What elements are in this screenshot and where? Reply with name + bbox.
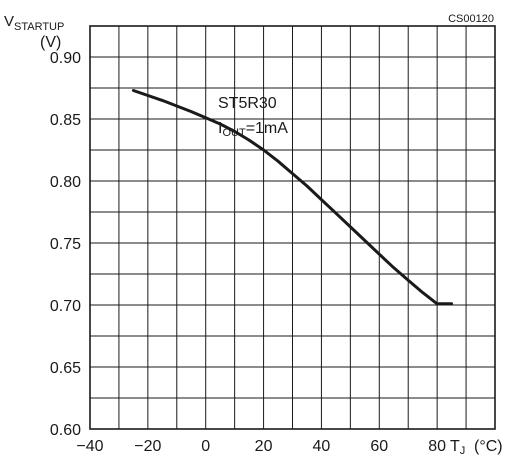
x-tick-label: −40 bbox=[76, 438, 103, 455]
y-tick-label: 0.60 bbox=[50, 422, 81, 439]
y-tick-label: 0.70 bbox=[50, 298, 81, 315]
x-tick-label: −20 bbox=[134, 438, 161, 455]
plot-frame bbox=[89, 25, 496, 430]
series-line bbox=[131, 89, 454, 306]
y-tick-label: 0.90 bbox=[50, 50, 81, 67]
grid bbox=[89, 25, 496, 430]
x-tick-label: 20 bbox=[255, 438, 273, 455]
x-tick-label: 40 bbox=[313, 438, 331, 455]
tick-labels: −40 −20 0 20 40 60 80 0.60 0.65 0.70 0.75 0.80 0.85 0… bbox=[50, 50, 446, 455]
x-tick-label: 0 bbox=[201, 438, 210, 455]
y-tick-label: 0.85 bbox=[50, 112, 81, 129]
chart-code: CS00120 bbox=[448, 13, 494, 25]
annotation-device: ST5R30 bbox=[218, 95, 277, 112]
series-layer bbox=[131, 89, 454, 306]
x-axis-unit: (°C) bbox=[474, 438, 503, 455]
y-tick-label: 0.65 bbox=[50, 360, 81, 377]
x-tick-label: 60 bbox=[370, 438, 388, 455]
y-axis-unit: (V) bbox=[40, 34, 61, 51]
y-tick-label: 0.80 bbox=[50, 174, 81, 191]
x-axis-label: TJ bbox=[450, 438, 465, 457]
x-tick-label: 80 bbox=[428, 438, 446, 455]
y-axis-label: VSTARTUP bbox=[4, 13, 64, 33]
y-tick-label: 0.75 bbox=[50, 236, 81, 253]
annotation-condition: IOUT=1mA bbox=[218, 120, 288, 139]
